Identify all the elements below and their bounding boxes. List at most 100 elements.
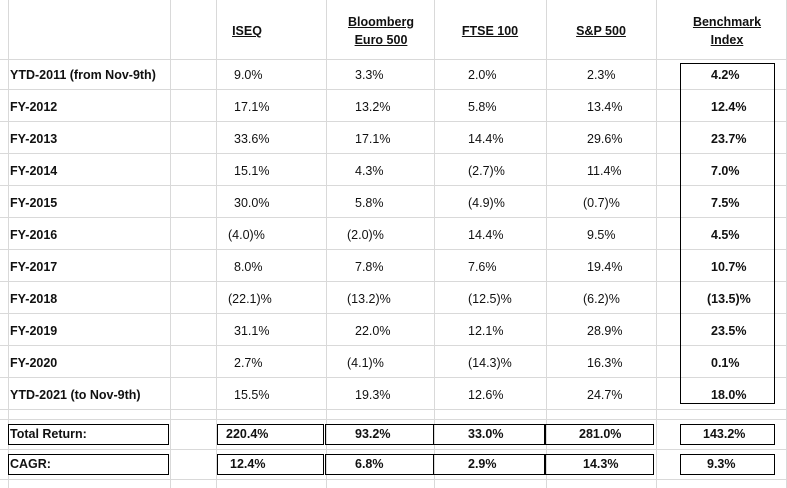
column-header-line: Euro 500 bbox=[354, 33, 408, 47]
value-cell-iseq[interactable]: 30.0% bbox=[234, 196, 270, 210]
value-cell-iseq[interactable]: 33.6% bbox=[234, 132, 270, 146]
row-label-cell[interactable]: FY-2015 bbox=[10, 196, 58, 210]
row-label-cell[interactable]: FY-2017 bbox=[10, 260, 58, 274]
value-cell-bloomberg[interactable]: 3.3% bbox=[355, 68, 384, 82]
value-cell-benchmark[interactable]: (13.5)% bbox=[707, 292, 751, 306]
value-cell-sp[interactable]: 2.3% bbox=[587, 68, 616, 82]
value-cell-ftse[interactable]: 2.0% bbox=[468, 68, 497, 82]
grid-row-line bbox=[0, 217, 787, 218]
total-benchmark-border bbox=[680, 454, 775, 475]
value-cell-ftse[interactable]: (12.5)% bbox=[468, 292, 512, 306]
total-ftse-border bbox=[433, 424, 545, 445]
value-cell-iseq[interactable]: 9.0% bbox=[234, 68, 263, 82]
value-cell-benchmark[interactable]: 4.2% bbox=[711, 68, 740, 82]
value-cell-bloomberg[interactable]: 7.8% bbox=[355, 260, 384, 274]
value-cell-bloomberg[interactable]: (13.2)% bbox=[347, 292, 391, 306]
value-cell-iseq[interactable]: 12.4% bbox=[230, 457, 266, 471]
value-cell-iseq[interactable]: 31.1% bbox=[234, 324, 270, 338]
value-cell-benchmark[interactable]: 143.2% bbox=[703, 427, 746, 441]
row-label-cell[interactable]: FY-2012 bbox=[10, 100, 58, 114]
value-cell-sp[interactable]: 28.9% bbox=[587, 324, 623, 338]
value-cell-sp[interactable]: 29.6% bbox=[587, 132, 623, 146]
value-cell-sp[interactable]: 11.4% bbox=[587, 164, 622, 178]
value-cell-benchmark[interactable]: 9.3% bbox=[707, 457, 736, 471]
value-cell-bloomberg[interactable]: 19.3% bbox=[355, 388, 391, 402]
value-cell-benchmark[interactable]: 18.0% bbox=[711, 388, 747, 402]
column-header-ftse[interactable]: FTSE 100 bbox=[434, 8, 546, 54]
value-cell-ftse[interactable]: (4.9)% bbox=[468, 196, 505, 210]
value-cell-ftse[interactable]: 14.4% bbox=[468, 132, 504, 146]
value-cell-iseq[interactable]: (4.0)% bbox=[228, 228, 265, 242]
value-cell-iseq[interactable]: 15.1% bbox=[234, 164, 270, 178]
value-cell-iseq[interactable]: (22.1)% bbox=[228, 292, 272, 306]
value-cell-iseq[interactable]: 220.4% bbox=[226, 427, 269, 441]
row-label-cell[interactable]: FY-2013 bbox=[10, 132, 58, 146]
column-header-benchmark[interactable]: Benchmark Index bbox=[672, 8, 782, 54]
value-cell-iseq[interactable]: 15.5% bbox=[234, 388, 270, 402]
grid-row-line bbox=[0, 281, 787, 282]
row-label-cell[interactable]: YTD-2021 (to Nov-9th) bbox=[10, 388, 141, 402]
value-cell-bloomberg[interactable]: 22.0% bbox=[355, 324, 391, 338]
row-label-cell[interactable]: Total Return: bbox=[10, 427, 87, 441]
value-cell-ftse[interactable]: 2.9% bbox=[468, 457, 497, 471]
value-cell-bloomberg[interactable]: 93.2% bbox=[355, 427, 391, 441]
value-cell-sp[interactable]: (0.7)% bbox=[583, 196, 620, 210]
value-cell-bloomberg[interactable]: 13.2% bbox=[355, 100, 391, 114]
row-label-cell[interactable]: CAGR: bbox=[10, 457, 51, 471]
value-cell-bloomberg[interactable]: 17.1% bbox=[355, 132, 391, 146]
column-header-line: Benchmark bbox=[692, 15, 762, 29]
value-cell-sp[interactable]: 14.3% bbox=[583, 457, 619, 471]
row-label-cell[interactable]: FY-2020 bbox=[10, 356, 58, 370]
grid-row-line bbox=[0, 185, 787, 186]
value-cell-sp[interactable]: 281.0% bbox=[579, 427, 622, 441]
value-cell-sp[interactable]: 24.7% bbox=[587, 388, 623, 402]
column-header-line: Index bbox=[710, 33, 744, 47]
value-cell-iseq[interactable]: 8.0% bbox=[234, 260, 263, 274]
row-label-cell[interactable]: FY-2019 bbox=[10, 324, 58, 338]
value-cell-bloomberg[interactable]: 5.8% bbox=[355, 196, 384, 210]
value-cell-ftse[interactable]: 5.8% bbox=[468, 100, 497, 114]
value-cell-benchmark[interactable]: 23.5% bbox=[711, 324, 747, 338]
value-cell-benchmark[interactable]: 7.0% bbox=[711, 164, 740, 178]
column-header-bloomberg[interactable]: Bloomberg Euro 500 bbox=[326, 8, 436, 54]
value-cell-ftse[interactable]: (2.7)% bbox=[468, 164, 505, 178]
grid-row-line bbox=[0, 419, 787, 420]
column-header-sp[interactable]: S&P 500 bbox=[546, 8, 656, 54]
grid-row-line bbox=[0, 409, 787, 410]
value-cell-ftse[interactable]: 12.6% bbox=[468, 388, 504, 402]
value-cell-benchmark[interactable]: 7.5% bbox=[711, 196, 740, 210]
value-cell-benchmark[interactable]: 0.1% bbox=[711, 356, 740, 370]
value-cell-ftse[interactable]: (14.3)% bbox=[468, 356, 512, 370]
row-label-cell[interactable]: YTD-2011 (from Nov-9th) bbox=[10, 68, 156, 82]
total-bloomberg-border bbox=[325, 454, 434, 475]
benchmark-column-border bbox=[680, 63, 775, 404]
value-cell-ftse[interactable]: 33.0% bbox=[468, 427, 504, 441]
column-header-iseq[interactable]: ISEQ bbox=[214, 8, 280, 54]
value-cell-benchmark[interactable]: 12.4% bbox=[711, 100, 747, 114]
value-cell-bloomberg[interactable]: (2.0)% bbox=[347, 228, 384, 242]
value-cell-benchmark[interactable]: 4.5% bbox=[711, 228, 740, 242]
grid-column-line bbox=[434, 0, 435, 488]
grid-column-line bbox=[546, 0, 547, 488]
grid-column-line bbox=[656, 0, 657, 488]
value-cell-bloomberg[interactable]: 4.3% bbox=[355, 164, 384, 178]
value-cell-bloomberg[interactable]: (4.1)% bbox=[347, 356, 384, 370]
value-cell-iseq[interactable]: 2.7% bbox=[234, 356, 263, 370]
value-cell-sp[interactable]: (6.2)% bbox=[583, 292, 620, 306]
value-cell-benchmark[interactable]: 10.7% bbox=[711, 260, 747, 274]
value-cell-bloomberg[interactable]: 6.8% bbox=[355, 457, 384, 471]
row-label-cell[interactable]: FY-2016 bbox=[10, 228, 58, 242]
value-cell-ftse[interactable]: 7.6% bbox=[468, 260, 497, 274]
value-cell-benchmark[interactable]: 23.7% bbox=[711, 132, 747, 146]
value-cell-ftse[interactable]: 14.4% bbox=[468, 228, 504, 242]
value-cell-sp[interactable]: 19.4% bbox=[587, 260, 623, 274]
value-cell-iseq[interactable]: 17.1% bbox=[234, 100, 270, 114]
value-cell-sp[interactable]: 16.3% bbox=[587, 356, 623, 370]
row-label-cell[interactable]: FY-2018 bbox=[10, 292, 58, 306]
value-cell-sp[interactable]: 13.4% bbox=[587, 100, 623, 114]
value-cell-ftse[interactable]: 12.1% bbox=[468, 324, 504, 338]
grid-column-line bbox=[170, 0, 171, 488]
row-label-cell[interactable]: FY-2014 bbox=[10, 164, 58, 178]
value-cell-sp[interactable]: 9.5% bbox=[587, 228, 616, 242]
